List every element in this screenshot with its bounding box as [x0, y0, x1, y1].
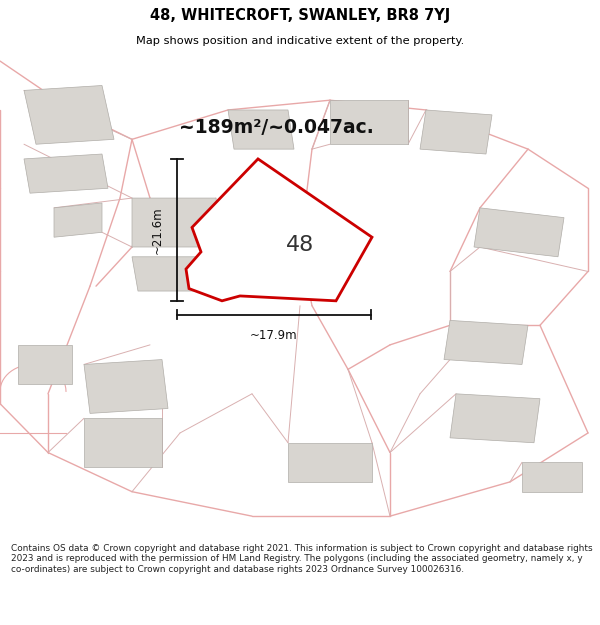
Polygon shape — [24, 86, 114, 144]
Text: Contains OS data © Crown copyright and database right 2021. This information is : Contains OS data © Crown copyright and d… — [11, 544, 592, 574]
Polygon shape — [228, 110, 294, 149]
Polygon shape — [18, 345, 72, 384]
Polygon shape — [288, 442, 372, 482]
Text: ~21.6m: ~21.6m — [151, 206, 164, 254]
Polygon shape — [84, 359, 168, 413]
Polygon shape — [54, 203, 102, 238]
Polygon shape — [24, 154, 108, 193]
Polygon shape — [186, 159, 372, 301]
Polygon shape — [444, 321, 528, 364]
Polygon shape — [474, 208, 564, 257]
Text: 48, WHITECROFT, SWANLEY, BR8 7YJ: 48, WHITECROFT, SWANLEY, BR8 7YJ — [150, 8, 450, 23]
Polygon shape — [522, 462, 582, 492]
Polygon shape — [450, 394, 540, 442]
Text: ~189m²/~0.047ac.: ~189m²/~0.047ac. — [179, 118, 373, 137]
Text: Map shows position and indicative extent of the property.: Map shows position and indicative extent… — [136, 36, 464, 46]
Text: 48: 48 — [286, 234, 314, 254]
Polygon shape — [132, 257, 216, 291]
Text: ~17.9m: ~17.9m — [250, 329, 298, 342]
Polygon shape — [132, 198, 222, 247]
Polygon shape — [330, 100, 408, 144]
Polygon shape — [420, 110, 492, 154]
Polygon shape — [84, 418, 162, 468]
